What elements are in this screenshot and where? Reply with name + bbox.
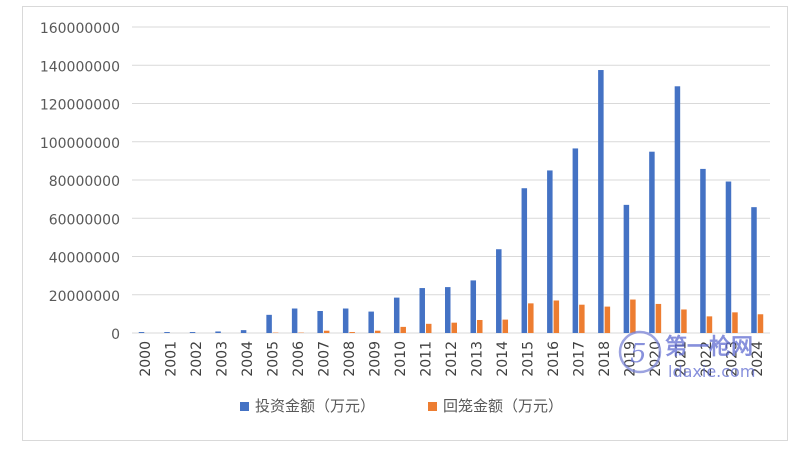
bar-invest	[393, 297, 400, 333]
x-tick-label: 2018	[597, 341, 613, 377]
bar-invest	[164, 332, 170, 333]
bar-invest	[700, 168, 706, 333]
x-tick-label: 2022	[699, 341, 715, 377]
bar-return	[630, 299, 636, 333]
bar-invest	[623, 204, 630, 333]
x-tick-label: 2003	[214, 341, 230, 377]
x-tick-label: 2000	[138, 341, 154, 377]
watermark-logo	[618, 330, 662, 374]
bar-return	[655, 303, 662, 333]
legend-swatch	[240, 402, 249, 411]
x-tick-label: 2001	[163, 341, 179, 377]
bar-return	[706, 316, 713, 333]
x-tick-label: 2011	[418, 341, 434, 377]
bar-return	[451, 322, 457, 333]
bar-invest	[266, 314, 272, 333]
y-tick-label: 20000000	[49, 289, 120, 305]
bar-return	[477, 319, 483, 333]
x-tick-label: 2012	[444, 341, 460, 377]
bar-invest	[138, 332, 145, 333]
x-tick-label: 2015	[521, 341, 537, 377]
x-tick-label: 2023	[725, 341, 741, 377]
bar-invest	[215, 331, 221, 333]
watermark-text: 第一枪网	[665, 334, 753, 360]
x-tick-label: 2005	[265, 341, 281, 377]
watermark-logo-glyph: 5	[630, 339, 647, 369]
x-tick-label: 2014	[495, 341, 511, 377]
bar-return	[400, 326, 406, 333]
x-tick-label: 2017	[572, 341, 588, 377]
x-tick-label: 2010	[393, 341, 409, 377]
bar-invest	[547, 170, 553, 333]
bar-return	[604, 306, 611, 333]
bar-invest	[725, 181, 732, 333]
y-tick-label: 140000000	[40, 59, 120, 75]
y-tick-label: 40000000	[49, 251, 120, 267]
y-tick-label: 80000000	[49, 174, 120, 190]
chart-frame	[22, 6, 788, 441]
x-tick-label: 2016	[546, 341, 562, 377]
bar-return	[502, 319, 509, 333]
bar-invest	[521, 188, 528, 333]
x-tick-label: 2013	[470, 341, 486, 377]
bar-invest	[470, 280, 477, 333]
legend-swatch	[428, 402, 437, 411]
bar-return	[528, 303, 534, 333]
bar-invest	[291, 308, 298, 333]
legend-label: 回笼金额（万元）	[443, 397, 563, 415]
x-tick-label: 2007	[316, 341, 332, 377]
bar-return	[425, 323, 432, 333]
y-tick-label: 160000000	[40, 21, 120, 37]
bar-return	[579, 304, 585, 333]
bar-invest	[342, 308, 349, 333]
bar-invest	[751, 207, 757, 333]
watermark-url: ldaxie.com	[668, 362, 755, 381]
bar-invest	[496, 249, 502, 333]
y-tick-label: 120000000	[40, 98, 120, 114]
x-tick-label: 2008	[342, 341, 358, 377]
bar-invest	[189, 332, 196, 333]
x-tick-label: 2006	[291, 341, 307, 377]
y-tick-label: 100000000	[40, 136, 120, 152]
x-tick-label: 2009	[367, 341, 383, 377]
bar-invest	[598, 70, 604, 333]
bar-invest	[317, 311, 323, 333]
bar-invest	[649, 151, 655, 333]
bar-return	[374, 330, 381, 333]
x-tick-label: 2002	[189, 341, 205, 377]
bar-return	[732, 312, 738, 333]
bar-invest	[240, 330, 247, 333]
y-tick-label: 60000000	[49, 212, 120, 228]
bar-return	[349, 332, 355, 333]
bar-return	[757, 314, 764, 333]
bar-invest	[419, 288, 425, 333]
legend-label: 投资金额（万元）	[255, 397, 375, 415]
y-tick-label: 0	[111, 327, 120, 343]
bar-invest	[572, 148, 579, 333]
x-tick-label: 2020	[648, 341, 664, 377]
bar-invest	[445, 287, 451, 333]
bar-return	[553, 300, 560, 333]
x-tick-label: 2004	[240, 341, 256, 377]
bar-invest	[674, 86, 681, 333]
x-tick-label: 2024	[750, 341, 766, 377]
x-tick-label: 2021	[674, 341, 690, 377]
bar-invest	[368, 311, 374, 333]
bar-return	[323, 330, 330, 333]
bar-return	[681, 309, 687, 333]
